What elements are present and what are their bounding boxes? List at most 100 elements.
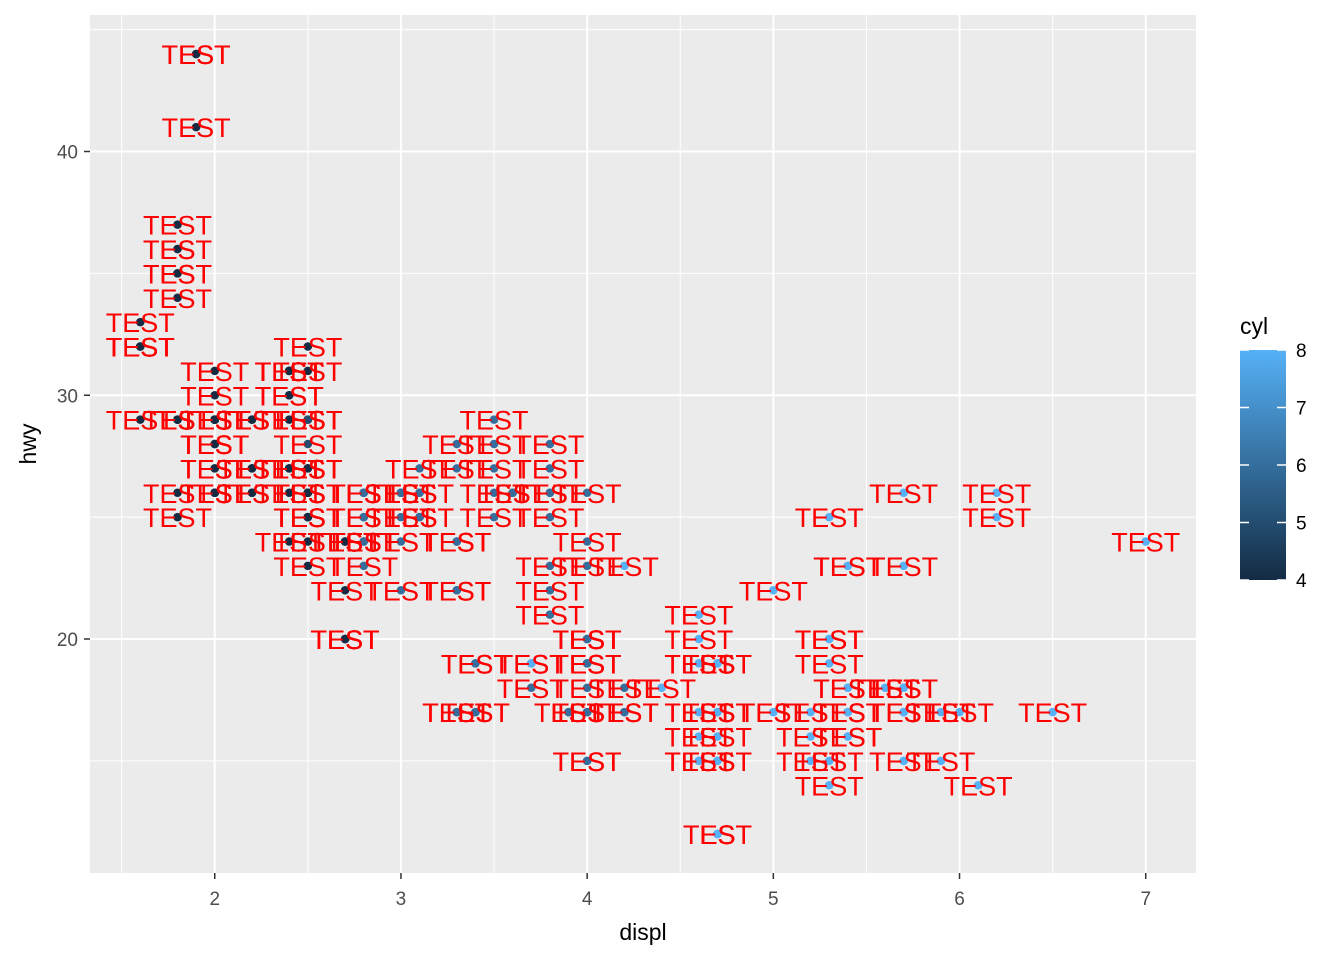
point-label: TEST xyxy=(106,333,175,363)
data-point xyxy=(824,659,834,668)
point-label: TEST xyxy=(273,503,342,533)
legend-tick-label: 4 xyxy=(1296,571,1307,592)
data-point xyxy=(582,756,592,766)
point-label: TEST xyxy=(162,113,231,143)
data-point xyxy=(135,415,145,424)
point-label: TEST xyxy=(553,479,622,509)
point-label: TEST xyxy=(683,698,752,728)
point-label: TEST xyxy=(273,479,342,509)
y-tick-label: 40 xyxy=(57,143,78,164)
point-label: TEST xyxy=(553,649,622,679)
point-label: TEST xyxy=(422,528,491,558)
point-label: TEST xyxy=(441,698,510,728)
legend-tick-label: 7 xyxy=(1296,399,1307,420)
data-point xyxy=(694,732,704,741)
data-point xyxy=(210,415,220,424)
point-label: TEST xyxy=(664,601,733,631)
point-label: TEST xyxy=(311,576,380,606)
point-label: TEST xyxy=(795,747,864,777)
data-point xyxy=(303,512,313,522)
data-point xyxy=(303,488,313,498)
point-label: TEST xyxy=(813,674,882,704)
data-point xyxy=(620,683,629,693)
data-point xyxy=(545,610,555,619)
data-point xyxy=(489,415,499,424)
data-point xyxy=(824,756,834,766)
point-label: TEST xyxy=(366,528,435,558)
point-label: TEST xyxy=(329,503,398,533)
point-label: TEST xyxy=(515,552,584,582)
point-label: TEST xyxy=(143,479,212,509)
point-label: TEST xyxy=(664,747,733,777)
point-label: TEST xyxy=(180,406,249,436)
data-point xyxy=(899,683,908,693)
point-label: TEST xyxy=(553,698,622,728)
data-point xyxy=(452,707,462,717)
data-point xyxy=(582,488,592,498)
data-point xyxy=(489,439,499,449)
point-label: TEST xyxy=(273,454,342,484)
point-label: TEST xyxy=(515,576,584,606)
data-point xyxy=(489,512,499,522)
point-label: TEST xyxy=(460,406,529,436)
point-label: TEST xyxy=(441,698,510,728)
data-point xyxy=(471,659,480,668)
point-label: TEST xyxy=(590,698,659,728)
point-label: TEST xyxy=(273,479,342,509)
point-label: TEST xyxy=(180,406,249,436)
data-point xyxy=(210,366,220,376)
data-point xyxy=(843,732,853,741)
point-label: TEST xyxy=(869,479,938,509)
data-point xyxy=(973,780,983,790)
data-point xyxy=(471,707,480,717)
point-label: TEST xyxy=(813,674,882,704)
point-label: TEST xyxy=(683,649,752,679)
point-label: TEST xyxy=(441,649,510,679)
data-point xyxy=(545,512,555,522)
point-label: TEST xyxy=(664,649,733,679)
point-label: TEST xyxy=(460,479,529,509)
data-point xyxy=(955,707,964,717)
point-label: TEST xyxy=(217,406,286,436)
data-point xyxy=(899,756,908,766)
point-label: TEST xyxy=(422,528,491,558)
point-label: TEST xyxy=(776,723,845,753)
point-label: TEST xyxy=(813,698,882,728)
point-label: TEST xyxy=(217,454,286,484)
x-tick-label: 7 xyxy=(1140,889,1151,910)
point-label: TEST xyxy=(739,576,808,606)
data-point xyxy=(769,585,778,595)
x-tick-label: 4 xyxy=(582,889,593,910)
x-axis: 2 3 4 5 6 7 xyxy=(209,873,1151,910)
point-label: TEST xyxy=(683,820,752,850)
point-label: TEST xyxy=(869,674,938,704)
point-label: TEST xyxy=(273,406,342,436)
point-label: TEST xyxy=(553,698,622,728)
point-label: TEST xyxy=(683,747,752,777)
point-label: TEST xyxy=(739,698,808,728)
point-label: TEST xyxy=(813,723,882,753)
data-point xyxy=(284,390,294,400)
point-label: TEST xyxy=(329,479,398,509)
point-label: TEST xyxy=(1018,698,1087,728)
point-label: TEST xyxy=(162,40,231,70)
data-point xyxy=(545,439,555,449)
data-point xyxy=(359,561,369,571)
point-label: TEST xyxy=(366,479,435,509)
point-label: TEST xyxy=(683,820,752,850)
data-point xyxy=(843,561,853,571)
point-label: TEST xyxy=(683,820,752,850)
legend-tick-label: 5 xyxy=(1296,514,1307,535)
data-point xyxy=(303,561,313,571)
point-label: TEST xyxy=(422,576,491,606)
data-point xyxy=(173,415,182,424)
point-label: TEST xyxy=(590,552,659,582)
point-label: TEST xyxy=(590,674,659,704)
point-label: TEST xyxy=(180,381,249,411)
data-point xyxy=(582,537,592,546)
point-label: TEST xyxy=(515,479,584,509)
data-point xyxy=(359,488,369,498)
point-label: TEST xyxy=(273,454,342,484)
legend-ticks: 4 5 6 7 8 xyxy=(1240,341,1307,592)
data-point xyxy=(415,464,424,473)
